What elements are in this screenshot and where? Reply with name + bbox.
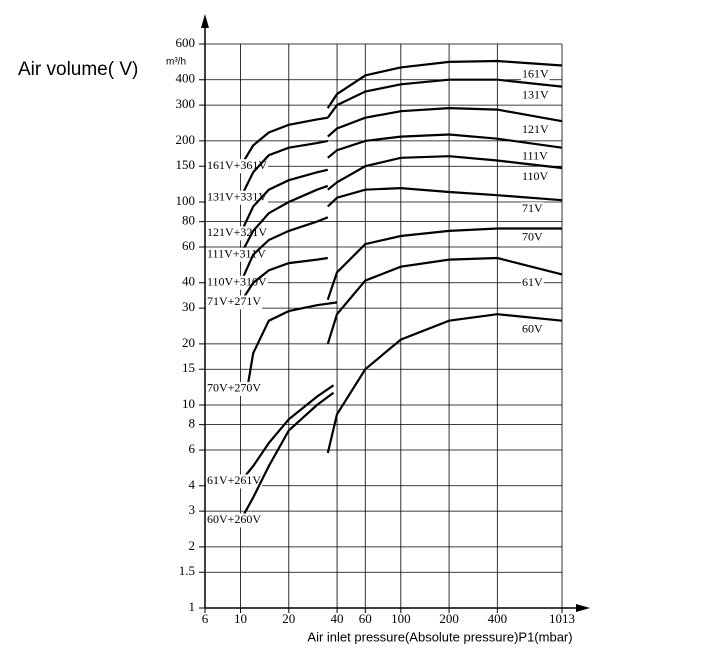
curve [239,139,329,199]
y-tick-label: 100 [176,193,196,208]
x-tick-label: 20 [282,611,295,626]
x-tick-label: 60 [359,611,372,626]
curve-label-bg [521,322,544,337]
curve-label-bg [206,226,269,241]
curve-label: 60V [522,321,543,335]
curve [239,391,335,521]
y-tick-label: 6 [189,441,196,456]
curve-label-bg [206,159,269,174]
y-tick-label: 200 [176,132,196,147]
y-tick-label: 20 [182,335,195,350]
y-tick-label: 150 [176,157,196,172]
x-tick-label: 1013 [549,611,575,626]
y-tick-label: 60 [182,238,195,253]
x-tick-label: 400 [488,611,508,626]
curve-label: 121V+321V [207,225,267,239]
y-tick-label: 2 [189,538,196,553]
curve-label: 111V+311V [207,246,266,260]
curve-label: 131V [522,87,549,101]
curve-label: 161V [522,66,549,80]
y-tick-label: 1.5 [179,563,195,578]
curve [239,216,329,284]
curve-label-bg [206,295,263,310]
curve-label: 121V [522,122,549,136]
curve-label: 61V [522,275,543,289]
curve-label-bg [206,381,263,396]
curve-label: 71V+271V [207,294,261,308]
y-tick-label: 1 [189,599,196,614]
curve-label: 70V+270V [207,381,261,395]
curve-label-bg [521,170,550,185]
y-tick-label: 400 [176,71,196,86]
curve [326,59,563,109]
curve [246,301,338,390]
y-tick-label: 8 [189,416,196,431]
curve [326,227,562,301]
y-axis-label: Air volume( V) [18,59,138,80]
y-tick-label: 600 [176,35,196,50]
curve [327,186,563,208]
y-tick-label: 80 [182,213,195,228]
curve-label: 61V+261V [207,473,261,487]
curve-label: 110V [522,169,549,183]
x-axis-label: Air inlet pressure(Absolute pressure)P1(… [307,629,572,644]
x-axis-arrow [576,604,590,612]
curve-label: 161V+361V [207,158,267,172]
curve-label: 131V+331V [207,189,267,203]
curve-label: 60V+260V [207,512,261,526]
y-axis-arrow [201,14,209,28]
x-tick-label: 100 [391,611,411,626]
x-tick-label: 6 [202,611,209,626]
curve-label-bg [521,67,550,82]
curve [239,116,328,167]
curve [327,133,563,159]
curve [327,155,563,191]
curve-label-bg [206,474,263,489]
curve [326,78,563,119]
y-tick-label: 3 [189,502,196,517]
y-tick-label: 4 [189,477,196,492]
curve [326,256,563,345]
curve-label-bg [521,276,544,291]
curve [239,184,329,256]
curve [239,256,328,303]
y-tick-label: 10 [182,396,195,411]
curve-label: 111V [522,148,548,162]
y-tick-label: 15 [182,360,195,375]
y-axis-unit: m³/h [166,57,186,68]
curve-label-bg [206,190,269,205]
curve-label: 110V+310V [207,275,267,289]
curve [327,106,563,138]
y-tick-label: 30 [182,299,195,314]
curve-label-bg [521,230,544,245]
curve-label-bg [521,202,544,217]
curve [239,384,335,483]
curve-label: 70V [522,229,543,243]
y-tick-label: 40 [182,274,195,289]
curve [239,168,329,234]
x-tick-label: 200 [439,611,459,626]
curve-label-bg [206,513,263,528]
curve-label-bg [521,88,550,103]
x-tick-label: 40 [331,611,344,626]
curve-label-bg [521,123,550,138]
x-tick-label: 10 [234,611,247,626]
curve-label: 71V [522,201,543,215]
curve-label-bg [521,149,549,164]
y-tick-label: 300 [176,96,196,111]
curve [326,313,563,454]
